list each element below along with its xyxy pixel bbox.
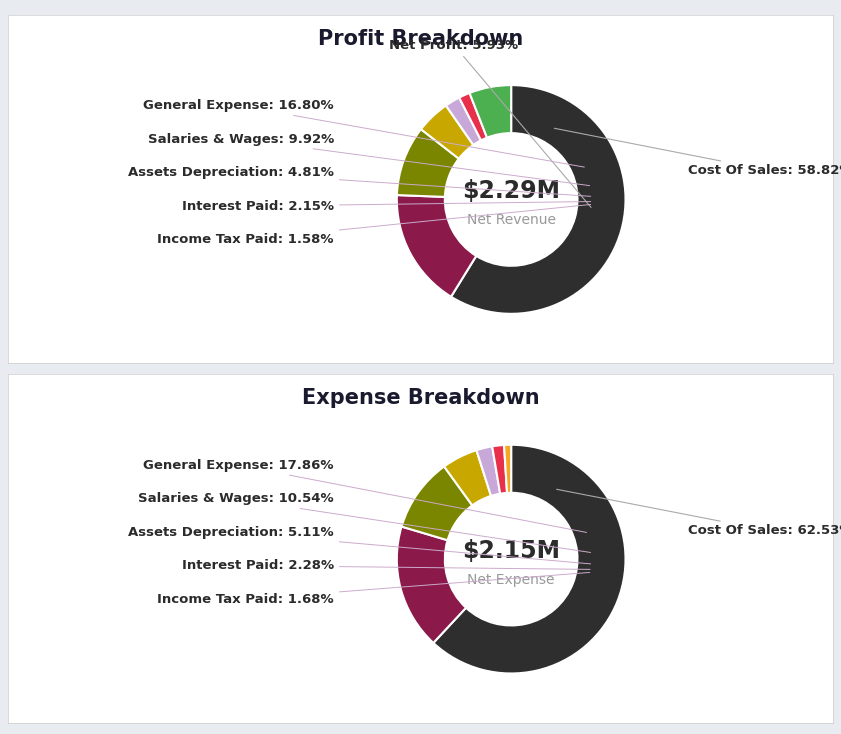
Wedge shape (504, 445, 511, 493)
Wedge shape (492, 445, 507, 494)
Wedge shape (421, 106, 473, 159)
Text: $2.29M: $2.29M (463, 179, 560, 203)
Text: General Expense: 16.80%: General Expense: 16.80% (143, 99, 584, 167)
Wedge shape (397, 195, 476, 297)
Wedge shape (444, 450, 491, 506)
Wedge shape (401, 467, 473, 540)
Text: Income Tax Paid: 1.68%: Income Tax Paid: 1.68% (157, 573, 590, 606)
Text: Cost Of Sales: 58.82%: Cost Of Sales: 58.82% (554, 128, 841, 178)
Text: Profit Breakdown: Profit Breakdown (318, 29, 523, 48)
Text: Interest Paid: 2.15%: Interest Paid: 2.15% (182, 200, 590, 213)
Text: Assets Depreciation: 4.81%: Assets Depreciation: 4.81% (128, 166, 590, 196)
Wedge shape (459, 93, 487, 140)
Wedge shape (446, 98, 481, 145)
Text: Assets Depreciation: 5.11%: Assets Depreciation: 5.11% (129, 526, 590, 564)
Text: Net Revenue: Net Revenue (467, 213, 556, 227)
Wedge shape (477, 446, 500, 496)
Wedge shape (469, 85, 511, 138)
Wedge shape (397, 129, 459, 197)
Text: Salaries & Wages: 10.54%: Salaries & Wages: 10.54% (138, 493, 590, 553)
Text: Interest Paid: 2.28%: Interest Paid: 2.28% (182, 559, 590, 573)
Text: Salaries & Wages: 9.92%: Salaries & Wages: 9.92% (148, 133, 590, 186)
Text: Cost Of Sales: 62.53%: Cost Of Sales: 62.53% (557, 490, 841, 537)
Wedge shape (397, 526, 466, 643)
Text: Income Tax Paid: 1.58%: Income Tax Paid: 1.58% (157, 205, 590, 246)
Text: $2.15M: $2.15M (463, 539, 560, 563)
Text: Net Expense: Net Expense (468, 573, 555, 586)
Wedge shape (451, 85, 626, 314)
Wedge shape (433, 445, 626, 674)
Text: Expense Breakdown: Expense Breakdown (302, 388, 539, 408)
Text: General Expense: 17.86%: General Expense: 17.86% (144, 459, 586, 532)
Text: Net Profit: 5.93%: Net Profit: 5.93% (389, 39, 591, 208)
